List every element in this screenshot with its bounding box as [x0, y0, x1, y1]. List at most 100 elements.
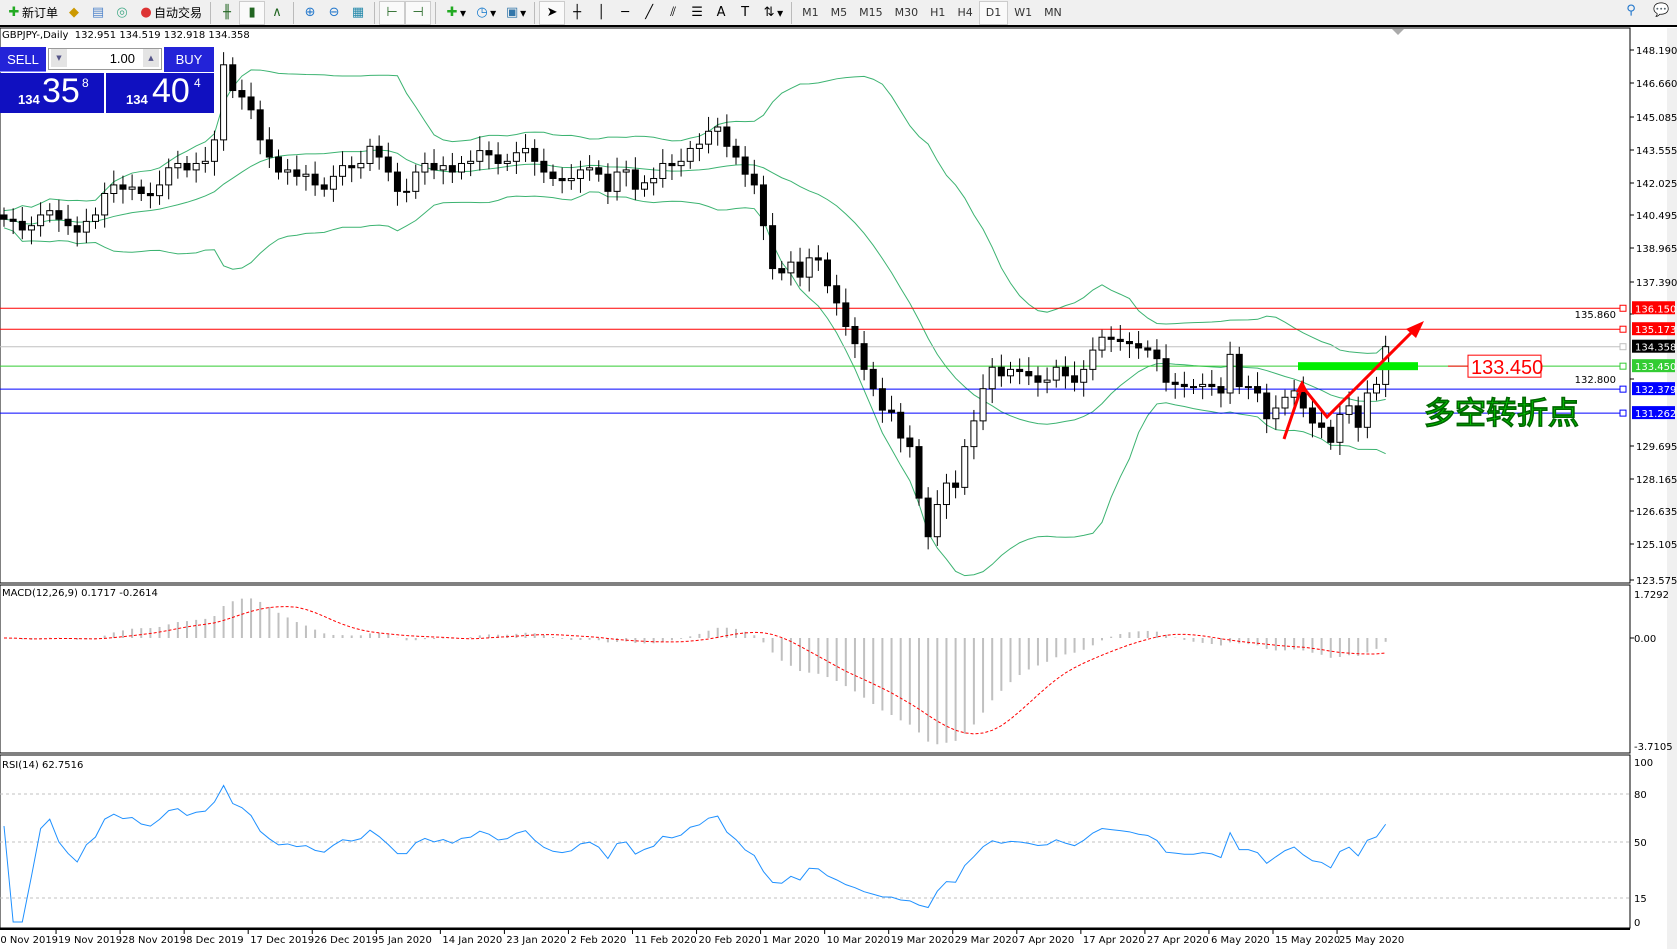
line-handle[interactable] [1619, 304, 1627, 312]
zoom-out-button[interactable]: ⊖ [322, 1, 346, 25]
line-handle[interactable] [1619, 343, 1627, 351]
candle [384, 142, 392, 182]
channel-button[interactable]: ⫽ [661, 1, 685, 25]
candle [1254, 372, 1262, 403]
sell-price-pip: 8 [82, 76, 89, 90]
price-axis-label: 140.495 [1636, 211, 1677, 222]
main-pane [0, 27, 1631, 584]
arrows-button[interactable]: ⇅ ▾ [757, 1, 787, 25]
zoom-in-button[interactable]: ⊕ [298, 1, 322, 25]
price-line-label-bg [1632, 382, 1675, 396]
price-axis-label: 126.635 [1636, 507, 1677, 518]
candle [1281, 389, 1289, 416]
date-label: 26 Dec 2019 [314, 935, 378, 946]
candle [146, 182, 154, 209]
chart-shift-marker-icon[interactable] [1392, 29, 1404, 35]
text-button[interactable]: A [709, 1, 733, 25]
auto-scroll-icon: ⊢ [386, 4, 398, 20]
candle [238, 79, 246, 110]
text-label-button[interactable]: T [733, 1, 757, 25]
toolbar: ✚ 新订单 ◆ ▤ ◎ ● 自动交易 ╫ ▮ ∧ ⊕ ⊖ ▦ ⊢ ⊣ ✚ ▾ ◷ ▾ ▣… [0, 0, 1677, 27]
sell-button[interactable]: SELL [0, 47, 46, 72]
fibonacci-button[interactable]: ☰ [685, 1, 709, 25]
line-handle[interactable] [1619, 385, 1627, 393]
trendline-button[interactable]: ╱ [637, 1, 661, 25]
candle [128, 174, 136, 201]
periods-button[interactable]: ◷ ▾ [470, 1, 500, 25]
date-label: 10 Mar 2020 [827, 935, 890, 946]
candle [558, 167, 566, 194]
date-label: 27 Apr 2020 [1147, 935, 1209, 946]
tile-icon: ▦ [351, 4, 365, 20]
timeframe-m1[interactable]: M1 [802, 6, 819, 19]
lot-size-input[interactable]: 1.00 [48, 48, 162, 70]
candle [1107, 326, 1115, 353]
timeframe-m15[interactable]: M15 [859, 6, 883, 19]
separator [374, 1, 376, 24]
line-chart-button[interactable]: ∧ [265, 1, 289, 25]
line-chart-icon: ∧ [272, 4, 282, 20]
terminal-button[interactable]: ▤ [86, 1, 110, 25]
buy-price[interactable]: 134 40 4 [106, 72, 214, 113]
candle [970, 409, 978, 460]
candle [46, 203, 54, 223]
buy-button[interactable]: BUY [164, 47, 214, 72]
candle [9, 208, 17, 235]
chart-shift-button[interactable]: ⊣ [405, 0, 432, 25]
lot-increase-button[interactable]: ▲ [143, 49, 159, 67]
timeframe-h1[interactable]: H1 [930, 6, 946, 19]
new-order-button[interactable]: ✚ 新订单 [2, 1, 62, 25]
chat-icon[interactable]: 💬 [1653, 3, 1670, 18]
line-handle[interactable] [1619, 325, 1627, 333]
line-handle[interactable] [1619, 409, 1627, 417]
signals-button[interactable]: ◎ [110, 1, 134, 25]
candle [878, 377, 886, 423]
candle [18, 207, 26, 240]
highlight-bar [1298, 362, 1418, 371]
price-axis-label: 123.575 [1636, 576, 1677, 587]
horizontal-line-button[interactable]: ─ [613, 1, 637, 25]
auto-scroll-button[interactable]: ⊢ [379, 0, 406, 25]
candle [302, 164, 310, 191]
rsi-pane [0, 754, 1631, 929]
candle [265, 127, 273, 168]
candle [393, 162, 401, 206]
tile-windows-button[interactable]: ▦ [346, 1, 370, 25]
timeframe-m30[interactable]: M30 [894, 6, 919, 19]
separator [210, 1, 212, 24]
vertical-line-button[interactable]: │ [589, 1, 613, 25]
indicators-button[interactable]: ✚ ▾ [440, 1, 470, 25]
candle [458, 155, 465, 180]
timeframe-mn[interactable]: MN [1044, 6, 1062, 19]
auto-trading-button[interactable]: ● 自动交易 [134, 1, 206, 25]
timeframe-w1[interactable]: W1 [1014, 6, 1033, 19]
timeframe-bar: M1 M5 M15 M30 H1 H4 D1 W1 MN [796, 0, 1068, 25]
timeframe-h4[interactable]: H4 [957, 6, 973, 19]
lot-decrease-button[interactable]: ▼ [51, 49, 67, 67]
timeframe-m5[interactable]: M5 [830, 6, 848, 19]
bar-chart-button[interactable]: ╫ [215, 1, 239, 25]
candlestick-button[interactable]: ▮ [239, 0, 266, 25]
line-handle[interactable] [1619, 362, 1627, 370]
bb-middle-line [3, 149, 1386, 425]
cursor-button[interactable]: ➤ [539, 0, 566, 25]
buy-price-main: 40 [152, 72, 190, 110]
new-order-label: 新订单 [22, 6, 59, 20]
price-line-label: 133.450 [1635, 362, 1676, 373]
candle [677, 148, 685, 177]
candle [814, 245, 822, 271]
sell-price[interactable]: 134 35 8 [0, 72, 104, 113]
candle [503, 153, 511, 171]
search-icon[interactable]: ⚲ [1626, 3, 1636, 18]
signal-icon: ◎ [116, 4, 128, 20]
date-label: 29 Mar 2020 [955, 935, 1018, 946]
candle [1125, 332, 1133, 359]
templates-button[interactable]: ▣ ▾ [505, 4, 527, 20]
candle [476, 136, 484, 171]
date-label: 17 Apr 2020 [1083, 935, 1145, 946]
right-scrollbar[interactable] [1667, 28, 1677, 949]
timeframe-d1[interactable]: D1 [978, 0, 1009, 25]
history-button[interactable]: ◆ [62, 1, 86, 25]
crosshair-button[interactable]: ┼ [565, 1, 589, 25]
